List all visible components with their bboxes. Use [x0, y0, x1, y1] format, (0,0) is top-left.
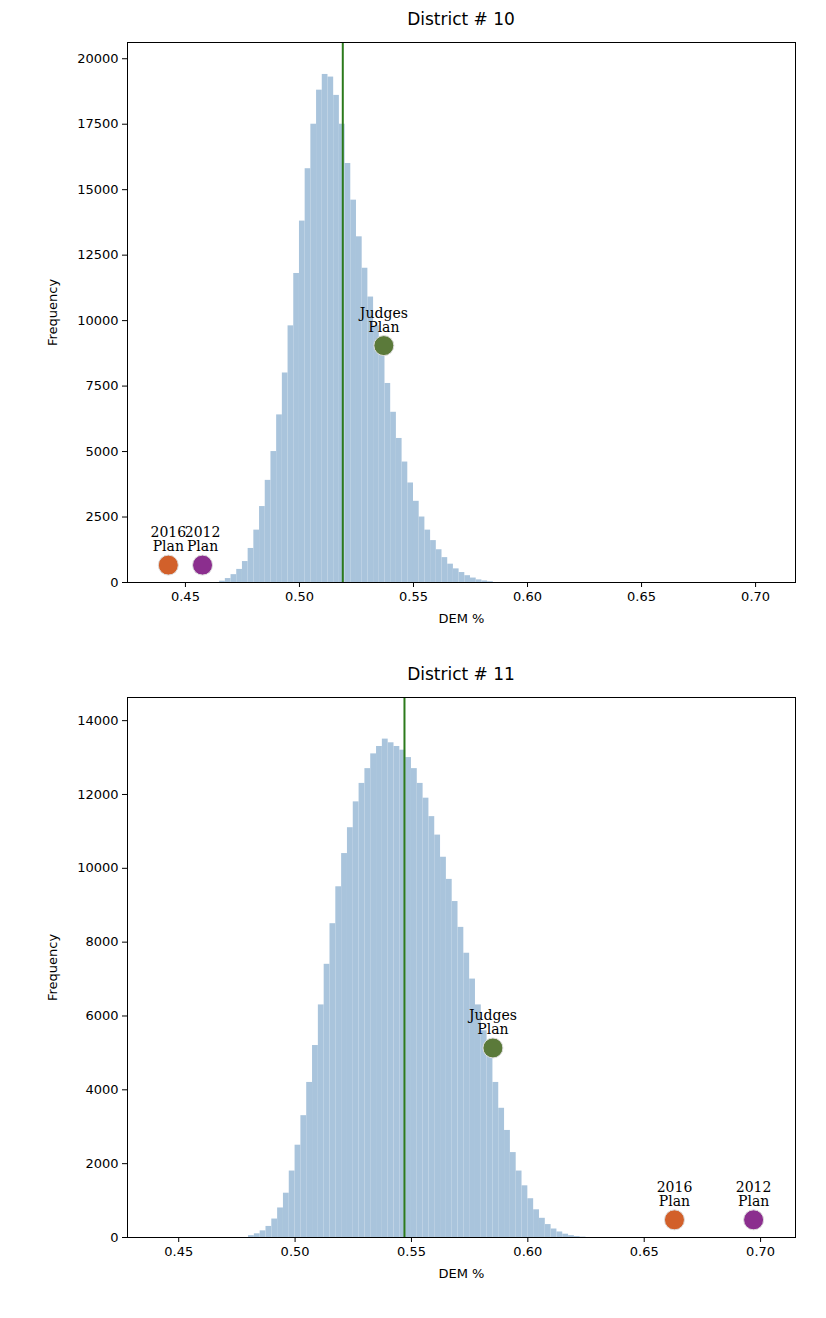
svg-text:0.65: 0.65 — [630, 1244, 659, 1259]
svg-text:0.60: 0.60 — [513, 1244, 542, 1259]
svg-text:0: 0 — [110, 575, 118, 590]
svg-text:0: 0 — [110, 1230, 118, 1245]
svg-text:4000: 4000 — [85, 1082, 118, 1097]
html-text:District # 11: District # 11 — [407, 664, 515, 684]
svg-text:12500: 12500 — [77, 247, 118, 262]
svg-text:0.50: 0.50 — [285, 589, 314, 604]
svg-text:JudgesPlan: JudgesPlan — [467, 1007, 517, 1037]
svg-text:2012Plan: 2012Plan — [185, 524, 221, 554]
svg-text:10000: 10000 — [77, 313, 118, 328]
svg-text:0.60: 0.60 — [513, 589, 542, 604]
svg-text:0.45: 0.45 — [164, 1244, 193, 1259]
svg-text:DEM %: DEM % — [439, 1266, 485, 1281]
svg-text:5000: 5000 — [85, 444, 118, 459]
svg-text:2500: 2500 — [85, 509, 118, 524]
svg-text:8000: 8000 — [85, 934, 118, 949]
svg-text:20000: 20000 — [77, 51, 118, 66]
svg-text:15000: 15000 — [77, 182, 118, 197]
svg-text:0.45: 0.45 — [171, 589, 200, 604]
svg-text:Frequency: Frequency — [45, 934, 60, 1001]
svg-text:10000: 10000 — [77, 860, 118, 875]
svg-text:Frequency: Frequency — [45, 279, 60, 346]
svg-text:2016Plan: 2016Plan — [657, 1179, 693, 1209]
svg-text:2000: 2000 — [85, 1156, 118, 1171]
svg-text:2012Plan: 2012Plan — [736, 1179, 772, 1209]
svg-text:0.50: 0.50 — [281, 1244, 310, 1259]
svg-text:7500: 7500 — [85, 378, 118, 393]
svg-text:0.55: 0.55 — [397, 1244, 426, 1259]
svg-text:2016Plan: 2016Plan — [151, 524, 187, 554]
svg-text:0.70: 0.70 — [746, 1244, 775, 1259]
html-text:District # 10: District # 10 — [407, 9, 515, 29]
svg-text:0.55: 0.55 — [399, 589, 428, 604]
svg-text:6000: 6000 — [85, 1008, 118, 1023]
svg-text:0.65: 0.65 — [627, 589, 656, 604]
svg-text:0.70: 0.70 — [741, 589, 770, 604]
svg-text:17500: 17500 — [77, 116, 118, 131]
svg-text:14000: 14000 — [77, 713, 118, 728]
svg-text:12000: 12000 — [77, 787, 118, 802]
svg-text:DEM %: DEM % — [439, 611, 485, 626]
svg-text:JudgesPlan: JudgesPlan — [358, 305, 408, 335]
